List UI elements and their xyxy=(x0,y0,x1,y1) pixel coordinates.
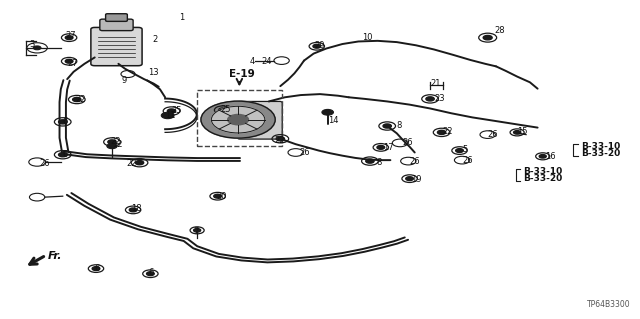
Circle shape xyxy=(426,97,435,101)
Text: 3: 3 xyxy=(29,40,34,49)
Circle shape xyxy=(483,35,492,40)
Text: 19: 19 xyxy=(411,175,421,184)
Text: 29: 29 xyxy=(315,41,325,50)
Text: B-33-10: B-33-10 xyxy=(581,142,620,151)
Text: 6: 6 xyxy=(63,150,68,159)
Text: 11: 11 xyxy=(165,111,175,120)
Text: 13: 13 xyxy=(148,68,159,77)
Circle shape xyxy=(168,109,175,113)
FancyBboxPatch shape xyxy=(91,27,142,66)
Text: 10: 10 xyxy=(362,33,372,42)
Text: 8: 8 xyxy=(376,158,381,167)
Text: 25: 25 xyxy=(221,105,231,114)
Circle shape xyxy=(129,208,137,212)
Circle shape xyxy=(65,59,73,63)
Text: 26: 26 xyxy=(410,157,420,166)
Text: 6: 6 xyxy=(95,264,100,273)
FancyBboxPatch shape xyxy=(100,19,133,31)
Circle shape xyxy=(514,131,521,134)
Text: 6: 6 xyxy=(63,117,68,126)
Text: 26: 26 xyxy=(488,130,499,139)
Circle shape xyxy=(365,159,374,163)
Circle shape xyxy=(322,109,333,115)
Text: 22: 22 xyxy=(127,159,137,168)
Circle shape xyxy=(73,98,81,102)
Text: 14: 14 xyxy=(328,116,338,125)
Circle shape xyxy=(201,101,275,138)
Text: 22: 22 xyxy=(443,127,453,136)
Text: Fr.: Fr. xyxy=(48,251,63,261)
Text: 27: 27 xyxy=(65,31,76,40)
Text: 9: 9 xyxy=(122,76,127,85)
Circle shape xyxy=(108,140,116,144)
Text: 21: 21 xyxy=(430,79,440,88)
Circle shape xyxy=(33,46,41,50)
Text: 6: 6 xyxy=(148,268,154,277)
Text: 22: 22 xyxy=(274,137,284,145)
Text: 18: 18 xyxy=(131,204,142,213)
Text: 22: 22 xyxy=(110,137,120,146)
Text: 23: 23 xyxy=(434,94,445,103)
Circle shape xyxy=(147,272,154,276)
Text: B-33-10: B-33-10 xyxy=(524,167,563,176)
Circle shape xyxy=(59,120,67,124)
Circle shape xyxy=(107,144,117,149)
Text: 15: 15 xyxy=(517,127,527,136)
Circle shape xyxy=(383,124,392,128)
Text: 26: 26 xyxy=(462,156,473,165)
Text: 26: 26 xyxy=(300,148,310,157)
Circle shape xyxy=(214,194,221,198)
Circle shape xyxy=(313,44,321,48)
Text: 26: 26 xyxy=(402,138,413,147)
Text: TP64B3300: TP64B3300 xyxy=(587,300,630,309)
Circle shape xyxy=(456,149,463,152)
Text: 1: 1 xyxy=(179,13,184,22)
Text: 2: 2 xyxy=(152,35,157,44)
Circle shape xyxy=(377,145,385,149)
Text: 4: 4 xyxy=(250,57,255,66)
Text: 28: 28 xyxy=(494,26,505,35)
Text: 5: 5 xyxy=(462,145,467,154)
Text: 7: 7 xyxy=(193,227,198,236)
Text: 8: 8 xyxy=(397,121,402,130)
Circle shape xyxy=(540,155,547,158)
Circle shape xyxy=(193,228,201,232)
Circle shape xyxy=(276,137,285,141)
Text: 16: 16 xyxy=(545,152,556,161)
Text: 22: 22 xyxy=(76,95,86,104)
Circle shape xyxy=(218,108,227,112)
Text: E-19: E-19 xyxy=(229,69,255,78)
Text: B-33-20: B-33-20 xyxy=(581,149,620,158)
Circle shape xyxy=(228,115,248,125)
Circle shape xyxy=(211,106,265,133)
Circle shape xyxy=(59,153,67,157)
Text: 12: 12 xyxy=(112,140,122,149)
Text: 27: 27 xyxy=(67,59,78,68)
Circle shape xyxy=(438,130,445,135)
FancyBboxPatch shape xyxy=(106,14,127,21)
Circle shape xyxy=(65,36,73,40)
Circle shape xyxy=(161,112,174,119)
Text: B-33-20: B-33-20 xyxy=(524,174,563,183)
Circle shape xyxy=(92,267,100,271)
Text: 17: 17 xyxy=(383,143,394,152)
Circle shape xyxy=(136,161,144,165)
Text: 24: 24 xyxy=(261,57,271,66)
FancyBboxPatch shape xyxy=(237,101,282,139)
Text: 20: 20 xyxy=(216,192,227,201)
Bar xyxy=(197,90,282,146)
Text: 26: 26 xyxy=(40,159,51,168)
Circle shape xyxy=(406,177,413,181)
Text: 25: 25 xyxy=(172,106,182,115)
